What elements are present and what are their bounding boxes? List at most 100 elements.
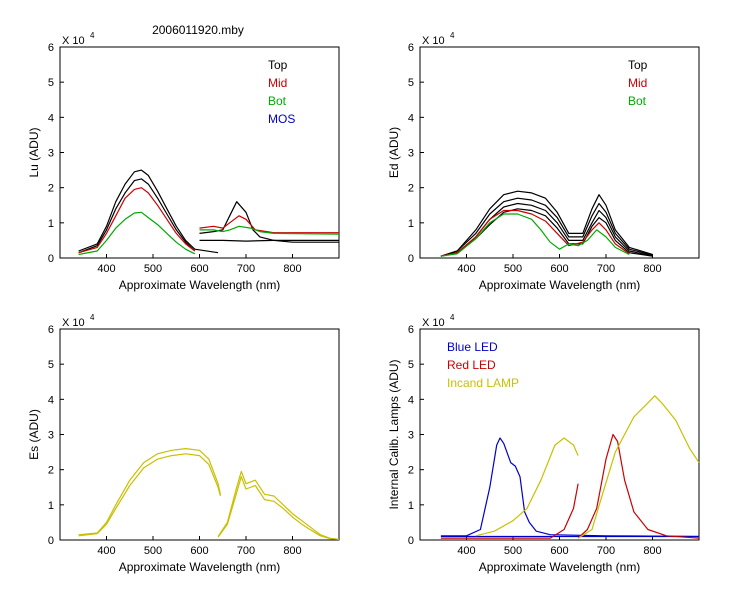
x-tick-label: 600	[550, 263, 568, 275]
series-line-es	[217, 470, 340, 540]
series-line-es	[78, 448, 221, 536]
y-tick-label: 5	[48, 77, 54, 89]
x-axis-label: Approximate Wavelength (nm)	[479, 278, 641, 292]
y-tick-label: 4	[408, 394, 414, 406]
series-line-blue-led	[440, 437, 700, 538]
series-group	[78, 448, 340, 540]
y-tick-label: 0	[48, 253, 54, 265]
y-tick-label: 4	[48, 112, 54, 124]
series-line-top	[440, 197, 653, 257]
series-group	[440, 190, 653, 257]
y-axis-label: Lu (ADU)	[27, 127, 41, 177]
y-tick-label: 5	[408, 77, 414, 89]
series-line-bot	[199, 225, 340, 235]
exponent-label: X 10	[62, 317, 85, 329]
x-tick-label: 600	[550, 545, 568, 557]
y-tick-label: 0	[408, 535, 414, 547]
x-tick-label: 400	[97, 545, 115, 557]
chart-ed: 400 500 600 700 800 0 1 2 3 4 5 6 X 10 4 Approximate W…	[387, 31, 700, 292]
x-tick-label: 500	[144, 263, 162, 275]
series-line-incand-lamp	[577, 395, 700, 539]
chart-es: 400 500 600 700 800 0 1 2 3 4 5 6 X 10 4 Approximate W…	[27, 313, 340, 574]
figure-title: 2006011920.mby	[152, 23, 244, 37]
chart-lu: 400 500 600 700 800 0 1 2 3 4 5 6 X 10 4 Approximate W…	[27, 31, 340, 292]
series-line-top-3	[199, 239, 339, 242]
legend-red-led: Red LED	[447, 358, 496, 372]
exponent-label: X 10	[62, 35, 85, 47]
legend-mid: Mid	[628, 76, 647, 90]
x-tick-label: 700	[237, 263, 255, 275]
series-line-mid	[78, 187, 196, 254]
y-tick-label: 5	[48, 359, 54, 371]
series-line-es	[217, 476, 340, 540]
exponent-power: 4	[90, 313, 95, 322]
y-tick-label: 2	[408, 183, 414, 195]
y-tick-label: 2	[408, 465, 414, 477]
x-tick-label: 500	[504, 263, 522, 275]
series-line-incand-lamp	[475, 437, 579, 537]
y-tick-label: 6	[408, 324, 414, 336]
series-line-bot	[78, 211, 196, 256]
legend-top: Top	[628, 58, 648, 72]
x-axis-label: Approximate Wavelength (nm)	[119, 560, 281, 574]
series-line-es	[78, 453, 221, 537]
series-line-bot	[440, 213, 630, 257]
series-line-top	[440, 208, 653, 257]
y-tick-label: 1	[48, 218, 54, 230]
x-tick-label: 700	[597, 263, 615, 275]
x-tick-label: 400	[457, 263, 475, 275]
y-tick-label: 4	[408, 112, 414, 124]
series-line-mid	[199, 215, 339, 234]
chart-lamps: 400 500 600 700 800 0 1 2 3 4 5 6 X 10 4 Approximate W…	[387, 313, 700, 574]
y-tick-label: 3	[48, 430, 54, 442]
y-tick-label: 6	[408, 42, 414, 54]
x-tick-label: 700	[597, 545, 615, 557]
y-tick-label: 0	[408, 253, 414, 265]
y-axis-label: Internal Calib. Lamps (ADU)	[387, 359, 401, 509]
y-tick-label: 6	[48, 324, 54, 336]
y-tick-label: 1	[408, 218, 414, 230]
exponent-power: 4	[90, 31, 95, 40]
x-tick-label: 500	[144, 545, 162, 557]
series-line-red-led	[577, 433, 700, 539]
y-axis-label: Es (ADU)	[27, 409, 41, 460]
series-line-top	[199, 201, 339, 243]
series-line-top	[78, 169, 219, 254]
x-axis-label: Approximate Wavelength (nm)	[479, 560, 641, 574]
y-tick-label: 2	[48, 465, 54, 477]
plot-frame	[59, 328, 340, 541]
y-tick-label: 0	[48, 535, 54, 547]
x-tick-label: 700	[237, 545, 255, 557]
x-tick-label: 600	[190, 263, 208, 275]
series-group	[440, 395, 700, 539]
y-tick-label: 3	[408, 148, 414, 160]
legend-bot: Bot	[628, 94, 647, 108]
series-group	[78, 169, 340, 256]
y-tick-label: 4	[48, 394, 54, 406]
plot-frame	[59, 46, 340, 259]
series-line-top-2	[78, 178, 196, 254]
x-axis-label: Approximate Wavelength (nm)	[119, 278, 281, 292]
legend-mid: Mid	[268, 76, 287, 90]
legend-blue-led: Blue LED	[447, 340, 498, 354]
x-tick-label: 400	[457, 545, 475, 557]
y-tick-label: 3	[408, 430, 414, 442]
y-tick-label: 3	[48, 148, 54, 160]
y-tick-label: 6	[48, 42, 54, 54]
legend-top: Top	[268, 58, 288, 72]
x-tick-label: 800	[643, 263, 661, 275]
series-line-mid	[440, 209, 630, 257]
y-axis-label: Ed (ADU)	[387, 127, 401, 178]
y-tick-label: 2	[48, 183, 54, 195]
y-tick-label: 1	[48, 500, 54, 512]
x-tick-label: 800	[643, 545, 661, 557]
x-tick-label: 400	[97, 263, 115, 275]
y-tick-label: 5	[408, 359, 414, 371]
y-tick-label: 1	[408, 500, 414, 512]
exponent-label: X 10	[422, 317, 445, 329]
series-line-red-led	[440, 483, 579, 539]
legend-mos: MOS	[268, 112, 295, 126]
exponent-label: X 10	[422, 35, 445, 47]
